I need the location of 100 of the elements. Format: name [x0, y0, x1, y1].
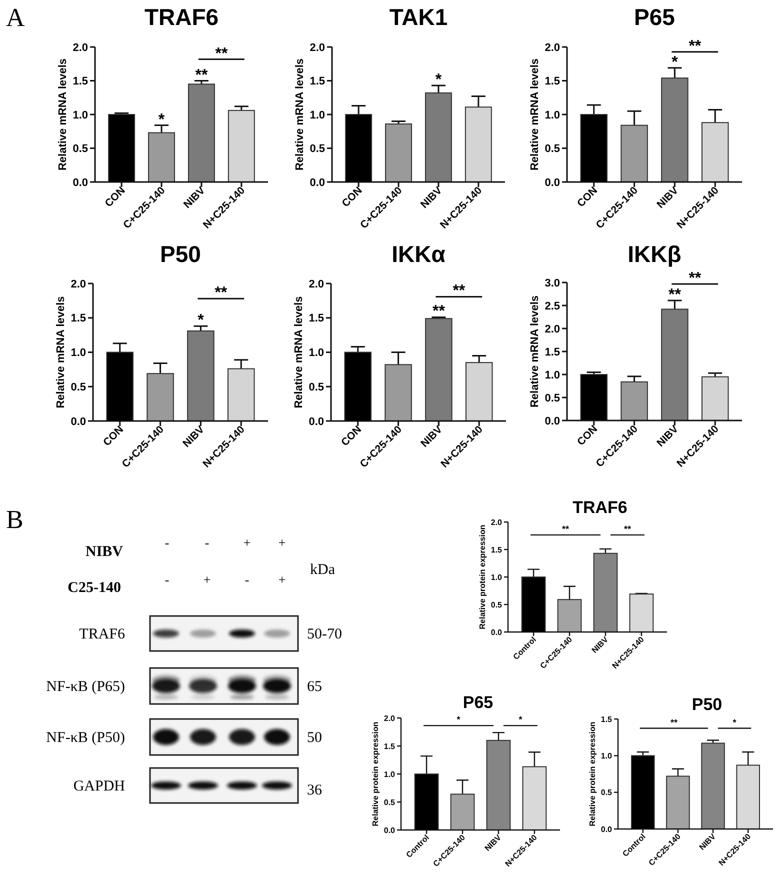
y-tick-label: 0.5 — [544, 392, 560, 404]
y-tick-label: 2.0 — [308, 278, 324, 290]
text: - — [244, 572, 250, 587]
category-label: 50 — [307, 730, 322, 746]
y-tick-label: 0.5 — [308, 381, 324, 394]
y-tick-label: 2.0 — [544, 42, 560, 54]
y-tick-label: 1.0 — [544, 369, 560, 382]
y-tick-label: 2.0 — [310, 42, 325, 54]
annotation: ** — [195, 66, 208, 84]
annotation: ** — [214, 284, 228, 302]
y-tick-label: 0.0 — [490, 628, 503, 637]
annotation: ** — [215, 45, 228, 62]
annotation: ** — [688, 270, 702, 287]
annotation: * — [435, 71, 442, 88]
y-tick-label: 1.0 — [70, 347, 86, 360]
chart-title: P50 — [692, 695, 722, 714]
y-axis-title: Relative protein expression — [588, 722, 597, 826]
annotation: ** — [670, 717, 678, 728]
annotation: ** — [688, 38, 702, 55]
y-tick-label: 1.5 — [544, 346, 560, 358]
y-tick-label: 3.0 — [544, 277, 560, 290]
y-tick-label: 2.0 — [490, 518, 503, 527]
y-tick-label: 0.5 — [70, 381, 86, 394]
y-tick-label: 1.0 — [384, 770, 396, 779]
category-label: GAPDH — [73, 778, 125, 794]
category-label: TRAF6 — [79, 626, 125, 642]
y-tick-label: 1.5 — [544, 76, 560, 88]
y-tick-label: 1.5 — [308, 312, 324, 325]
y-tick-label: 0.0 — [310, 176, 325, 189]
y-tick-label: 1.5 — [72, 76, 88, 88]
y-tick-label: 1.5 — [70, 312, 86, 325]
text: + — [203, 572, 211, 587]
text: - — [164, 572, 170, 587]
text: A — [6, 3, 25, 32]
chart-title: TRAF6 — [572, 498, 628, 517]
y-tick-label: 2.0 — [544, 323, 560, 336]
y-tick-label: 0.5 — [310, 143, 325, 156]
chart-title: IKKα — [392, 241, 446, 267]
y-tick-label: 1.5 — [310, 76, 325, 88]
chart-title: TRAF6 — [144, 4, 219, 30]
y-tick-label: 1.5 — [490, 545, 503, 554]
annotation: ** — [452, 282, 466, 300]
annotation: * — [198, 312, 205, 330]
text: C25-140 — [68, 580, 121, 596]
annotation: * — [456, 714, 461, 725]
text: + — [278, 535, 286, 550]
annotation: * — [672, 54, 679, 71]
text: NIBV — [85, 544, 124, 560]
y-tick-label: 1.0 — [600, 751, 613, 760]
y-tick-label: 0.5 — [384, 798, 396, 807]
chart-title: P65 — [634, 4, 676, 30]
chart-title: P50 — [160, 241, 201, 267]
y-tick-label: 0.5 — [544, 143, 560, 156]
y-tick-label: 0.0 — [70, 416, 86, 428]
y-tick-label: 0.0 — [72, 176, 88, 189]
category-label: 36 — [307, 782, 322, 798]
y-tick-label: 0.5 — [490, 600, 503, 610]
chart-title: TAK1 — [389, 4, 448, 30]
annotation: ** — [562, 524, 570, 534]
y-axis-title: Relative mRNA levels — [292, 296, 305, 408]
y-tick-label: 0.5 — [72, 143, 88, 156]
chart-title: P65 — [462, 693, 494, 712]
category-label: 50-70 — [307, 626, 342, 642]
y-axis-title: Relative protein expression — [478, 524, 487, 630]
y-tick-label: 2.0 — [72, 42, 88, 54]
y-tick-label: 1.0 — [72, 109, 88, 122]
y-tick-label: 2.5 — [544, 300, 560, 312]
annotation: ** — [668, 286, 682, 304]
annotation: * — [732, 717, 737, 728]
chart-title: IKKβ — [628, 241, 682, 267]
category-label: NF-κB (P65) — [46, 679, 125, 695]
text: - — [204, 535, 210, 550]
y-tick-label: 0.0 — [600, 824, 613, 834]
y-tick-label: 0.0 — [384, 826, 396, 835]
text: kDa — [310, 562, 336, 578]
y-axis-title: Relative mRNA levels — [528, 295, 541, 408]
y-axis-title: Relative mRNA levels — [54, 296, 67, 408]
category-label: 65 — [307, 679, 322, 695]
y-tick-label: 1.5 — [600, 714, 613, 724]
category-label: NF-κB (P50) — [46, 730, 125, 746]
y-tick-label: 0.0 — [544, 176, 560, 189]
annotation: * — [518, 714, 523, 725]
y-tick-label: 0.0 — [544, 415, 560, 428]
y-axis-title: Relative protein expression — [370, 722, 380, 826]
y-tick-label: 1.0 — [544, 109, 560, 122]
annotation: ** — [624, 524, 632, 534]
y-tick-label: 2.0 — [70, 278, 86, 290]
y-tick-label: 2.0 — [384, 714, 396, 723]
text: - — [164, 535, 170, 550]
text: B — [6, 505, 24, 534]
annotation: * — [158, 111, 166, 128]
annotation: ** — [432, 303, 446, 320]
y-tick-label: 0.0 — [308, 416, 324, 428]
y-axis-title: Relative mRNA levels — [56, 58, 69, 171]
y-tick-label: 1.0 — [310, 109, 325, 122]
y-tick-label: 1.0 — [308, 347, 324, 360]
y-axis-title: Relative mRNA levels — [294, 58, 306, 171]
text: + — [278, 572, 286, 587]
text: + — [243, 535, 251, 550]
y-tick-label: 1.5 — [384, 742, 396, 751]
